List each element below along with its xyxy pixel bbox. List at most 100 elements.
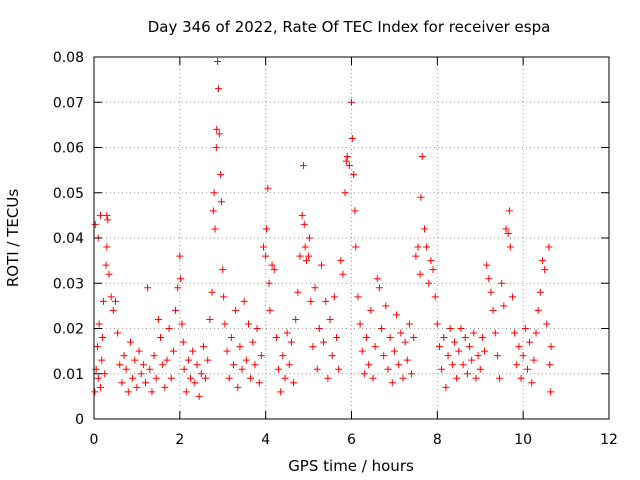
data-point: [211, 225, 219, 233]
data-point: [388, 379, 396, 387]
chart-title: Day 346 of 2022, Rate Of TEC Index for r…: [148, 18, 551, 36]
data-point: [348, 134, 356, 142]
data-point: [350, 171, 358, 179]
y-tick-label: 0.01: [53, 367, 84, 383]
data-point: [180, 365, 188, 373]
x-tick-label: 8: [433, 432, 442, 448]
data-point: [294, 288, 302, 296]
data-point: [547, 343, 555, 351]
data-point: [386, 334, 394, 342]
data-point: [279, 352, 287, 360]
data-point: [384, 365, 392, 373]
data-point: [420, 225, 428, 233]
data-point: [212, 144, 220, 151]
data-point: [519, 352, 527, 360]
data-point: [126, 338, 134, 346]
data-point: [500, 302, 508, 310]
data-point: [498, 279, 506, 287]
y-tick-label: 0: [75, 412, 84, 428]
data-point: [410, 334, 418, 342]
data-point: [358, 347, 366, 355]
data-point: [91, 388, 99, 396]
data-point: [300, 220, 308, 228]
data-point: [320, 338, 328, 346]
data-point: [351, 207, 359, 215]
data-point: [313, 365, 321, 373]
data-point: [371, 343, 379, 351]
data-point: [163, 356, 171, 364]
data-point: [339, 270, 347, 278]
data-point: [412, 252, 420, 260]
data-point: [225, 374, 233, 382]
data-point: [253, 325, 261, 332]
y-tick-label: 0.06: [53, 141, 84, 157]
data-point: [382, 302, 390, 310]
data-point: [360, 370, 368, 378]
data-point: [545, 243, 553, 251]
data-point: [457, 325, 465, 332]
data-point: [427, 257, 435, 265]
data-point: [468, 356, 476, 364]
data-point: [466, 343, 474, 351]
data-point: [365, 361, 373, 369]
data-point: [277, 388, 285, 396]
data-point: [326, 315, 334, 323]
data-point: [285, 361, 293, 369]
x-tick-label: 4: [261, 432, 270, 448]
data-point: [485, 275, 493, 283]
data-point: [543, 320, 551, 328]
data-point: [446, 325, 454, 332]
data-point: [378, 325, 386, 332]
data-points: [91, 58, 555, 400]
data-point: [247, 374, 255, 382]
data-point: [199, 343, 207, 351]
data-point: [417, 193, 425, 201]
data-point: [528, 379, 536, 387]
data-point: [249, 338, 257, 346]
data-point: [309, 343, 317, 351]
data-point: [210, 189, 218, 197]
data-point: [472, 374, 480, 382]
data-point: [172, 306, 180, 314]
data-point: [99, 297, 107, 305]
data-point: [257, 352, 265, 360]
data-point: [448, 361, 456, 369]
data-point: [182, 388, 190, 396]
x-tick-label: 0: [90, 432, 99, 448]
data-point: [536, 288, 544, 296]
data-point: [496, 374, 504, 382]
data-point: [373, 275, 381, 283]
data-point: [202, 374, 210, 382]
data-point: [493, 352, 501, 360]
data-point: [511, 329, 519, 337]
data-point: [440, 334, 448, 342]
y-axis-label: ROTI / TECUs: [4, 189, 22, 287]
data-point: [109, 306, 117, 314]
data-point: [283, 329, 291, 337]
data-point: [401, 338, 409, 346]
y-tick-label: 0.05: [53, 186, 84, 202]
axis-ticks: 0 0.01 0.02 0.03 0.04 0.05 0.06 0.07 0.08 0 2 4 6 8 10…: [53, 50, 618, 448]
data-point: [418, 153, 426, 161]
data-point: [328, 352, 336, 360]
data-point: [122, 365, 130, 373]
data-point: [502, 225, 510, 233]
data-point: [504, 229, 512, 237]
data-point: [255, 379, 263, 387]
data-point: [481, 347, 489, 355]
data-point: [332, 334, 340, 342]
x-tick-label: 10: [514, 432, 532, 448]
data-point: [534, 306, 542, 314]
data-point: [129, 374, 137, 382]
data-point: [195, 392, 203, 400]
data-point: [95, 320, 103, 328]
data-point: [290, 379, 298, 387]
data-point: [541, 266, 549, 274]
data-point: [148, 388, 156, 396]
data-point: [341, 189, 349, 197]
data-point: [343, 153, 351, 161]
data-point: [91, 220, 99, 228]
data-point: [292, 315, 300, 323]
data-point: [234, 383, 242, 391]
data-point: [431, 293, 439, 301]
